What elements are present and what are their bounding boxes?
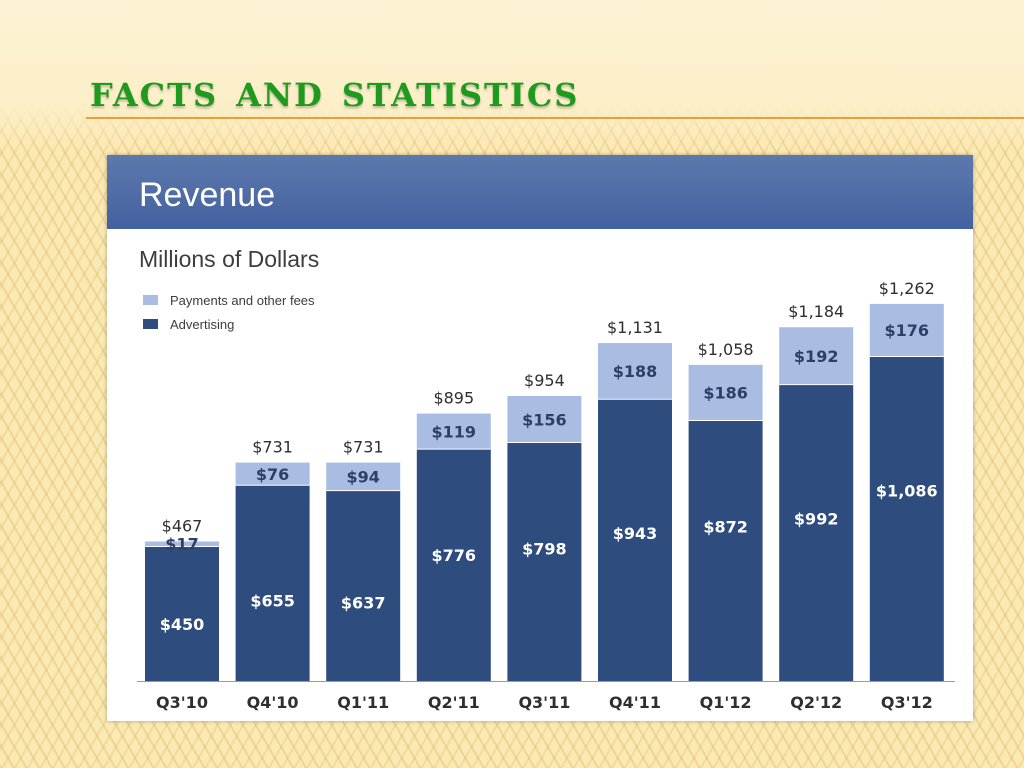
x-tick-label: Q3'10 xyxy=(156,693,208,712)
data-label-payments: $186 xyxy=(703,384,748,403)
bar-payments xyxy=(416,413,491,450)
x-tick-label: Q3'12 xyxy=(881,693,933,712)
bar-advertising xyxy=(145,546,219,681)
data-label-total: $1,058 xyxy=(698,340,754,359)
bar-advertising xyxy=(507,442,582,681)
x-tick-label: Q1'12 xyxy=(700,693,752,712)
x-tick-label: Q1'11 xyxy=(337,693,389,712)
data-label-total: $1,262 xyxy=(879,279,935,298)
data-label-payments: $17 xyxy=(165,534,198,553)
data-label-payments: $188 xyxy=(613,362,658,381)
legend-item-advertising: Advertising xyxy=(143,312,315,336)
data-label-payments: $94 xyxy=(346,468,379,487)
data-label-payments: $192 xyxy=(794,347,839,366)
data-label-total: $895 xyxy=(433,389,474,408)
x-tick-label: Q2'11 xyxy=(428,693,480,712)
data-label-advertising: $798 xyxy=(522,540,567,559)
bar-payments xyxy=(688,364,763,421)
data-label-advertising: $872 xyxy=(703,517,748,536)
bar-advertising xyxy=(779,384,854,681)
title-band xyxy=(0,0,1024,150)
bar-payments xyxy=(869,303,944,357)
legend-label-payments: Payments and other fees xyxy=(170,292,315,308)
legend-label-advertising: Advertising xyxy=(170,316,235,332)
bar-payments xyxy=(235,462,310,486)
data-label-total: $1,131 xyxy=(607,318,663,337)
data-label-advertising: $1,086 xyxy=(876,482,938,501)
bar-advertising xyxy=(326,490,401,681)
data-label-advertising: $637 xyxy=(341,594,386,613)
bar-payments xyxy=(145,541,219,547)
bar-advertising xyxy=(416,449,491,681)
chart-header: Revenue xyxy=(107,155,973,229)
data-label-advertising: $450 xyxy=(160,615,205,634)
bar-payments xyxy=(326,462,401,491)
data-label-total: $467 xyxy=(162,516,203,535)
data-label-total: $1,184 xyxy=(788,302,844,321)
legend-swatch-payments xyxy=(143,295,158,305)
data-label-payments: $156 xyxy=(522,410,567,429)
bar-advertising xyxy=(235,485,310,681)
bar-payments xyxy=(779,327,854,385)
legend-swatch-advertising xyxy=(143,319,158,329)
legend-item-payments: Payments and other fees xyxy=(143,288,315,312)
slide-title: Facts and Statistics xyxy=(90,63,580,117)
data-label-advertising: $776 xyxy=(432,546,477,565)
bar-payments xyxy=(598,343,672,400)
data-label-payments: $176 xyxy=(885,321,930,340)
data-label-total: $731 xyxy=(252,438,293,457)
data-label-advertising: $655 xyxy=(250,592,295,611)
revenue-chart: $450 $17$467 Q3'10 $655 $76 $731 Q4'10 $637 $94 $… xyxy=(137,279,955,712)
data-label-total: $731 xyxy=(343,438,384,457)
x-tick-label: Q4'11 xyxy=(609,693,661,712)
data-label-payments: $76 xyxy=(256,465,289,484)
data-label-advertising: $992 xyxy=(794,510,839,529)
chart-subtitle: Millions of Dollars xyxy=(139,246,320,272)
x-tick-label: Q3'11 xyxy=(518,693,570,712)
data-label-total: $954 xyxy=(524,371,565,390)
bar-advertising xyxy=(598,399,672,681)
bar-payments xyxy=(507,395,582,443)
title-rule xyxy=(86,117,1024,119)
chart-legend: Payments and other fees Advertising xyxy=(143,288,315,336)
data-label-payments: $119 xyxy=(432,422,477,441)
chart-title: Revenue xyxy=(139,176,276,214)
bar-advertising xyxy=(869,356,944,681)
bar-advertising xyxy=(688,420,763,681)
chart-panel: Revenue Millions of Dollars Payments and… xyxy=(107,155,973,721)
x-tick-label: Q4'10 xyxy=(247,693,299,712)
data-label-advertising: $943 xyxy=(613,524,658,543)
x-tick-label: Q2'12 xyxy=(790,693,842,712)
